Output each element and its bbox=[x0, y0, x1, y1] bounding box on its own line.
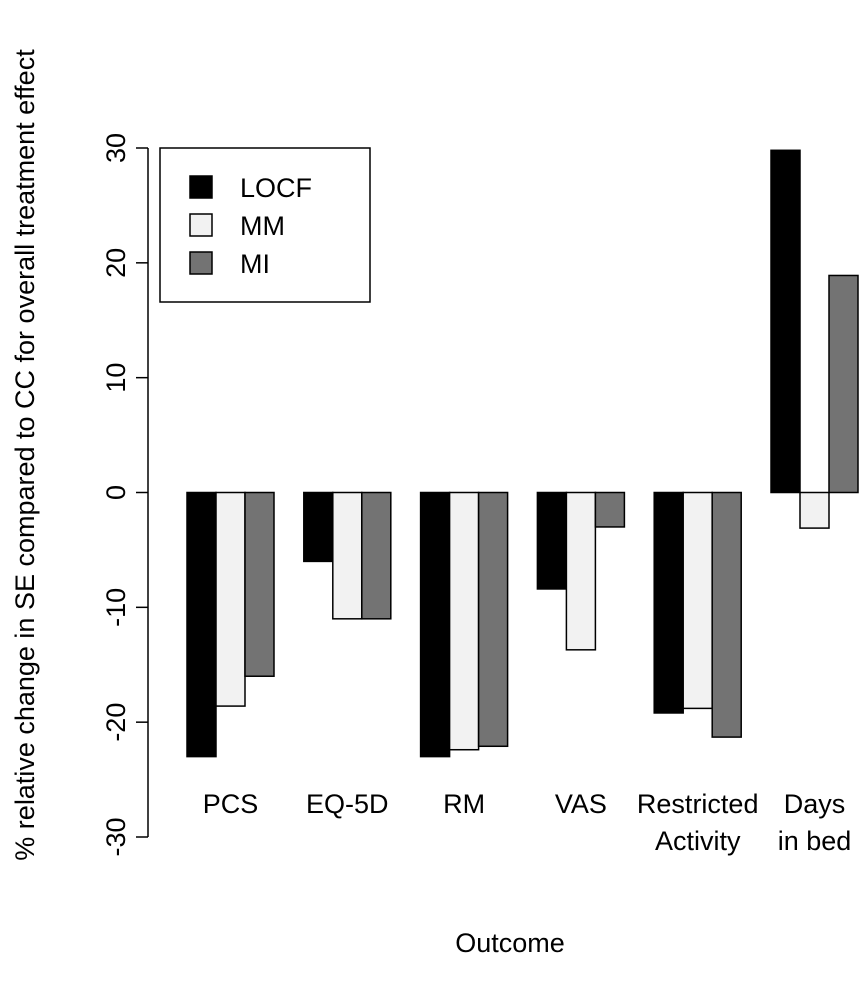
bar-locf-1 bbox=[303, 491, 334, 563]
bar-mi-2 bbox=[477, 491, 509, 748]
bar-locf-2 bbox=[419, 491, 451, 758]
bar-mi-0 bbox=[244, 491, 275, 677]
y-tick-label: -20 bbox=[101, 703, 131, 742]
legend-swatch-mi bbox=[189, 251, 213, 275]
bar-locf-4 bbox=[653, 491, 684, 714]
y-axis-label: % relative change in SE compared to CC f… bbox=[10, 49, 40, 861]
legend-label-locf: LOCF bbox=[240, 173, 312, 203]
bar-mm-4 bbox=[682, 491, 713, 710]
bar-mi-1 bbox=[361, 491, 392, 620]
bar-mi-3 bbox=[594, 491, 626, 528]
category-label: EQ-5D bbox=[306, 789, 389, 819]
category-label: Activity bbox=[655, 826, 741, 856]
bar-locf-3 bbox=[536, 491, 568, 590]
legend: LOCF MM MI bbox=[159, 147, 371, 303]
bar-mm-1 bbox=[332, 491, 363, 620]
category-label: VAS bbox=[555, 789, 607, 819]
y-tick-label: 0 bbox=[101, 485, 131, 500]
category-label: PCS bbox=[203, 789, 259, 819]
category-label: Days bbox=[784, 789, 846, 819]
y-tick-label: 20 bbox=[101, 248, 131, 278]
y-tick-label: 30 bbox=[101, 133, 131, 163]
bar-mm-2 bbox=[448, 491, 480, 751]
bar-mi-4 bbox=[711, 491, 742, 738]
y-axis: -30 -20 -10 0 10 20 30 bbox=[101, 133, 149, 857]
x-axis-label: Outcome bbox=[455, 928, 565, 958]
bar-locf-0 bbox=[186, 491, 217, 758]
category-labels: PCS EQ-5D RM VAS Restricted Activity Days in be… bbox=[203, 789, 852, 856]
legend-swatch-locf bbox=[189, 175, 213, 199]
bar-locf-5 bbox=[770, 149, 801, 494]
bars bbox=[186, 149, 859, 758]
bar-mi-5 bbox=[828, 274, 859, 494]
y-tick-label: 10 bbox=[101, 363, 131, 393]
legend-label-mm: MM bbox=[240, 211, 285, 241]
y-tick-label: -30 bbox=[101, 817, 131, 856]
category-label: in bed bbox=[778, 826, 852, 856]
bar-mm-5 bbox=[799, 491, 830, 529]
bar-mm-0 bbox=[215, 491, 246, 707]
category-label: RM bbox=[443, 789, 485, 819]
legend-label-mi: MI bbox=[240, 249, 270, 279]
category-label: Restricted bbox=[637, 789, 759, 819]
y-tick-label: -10 bbox=[101, 588, 131, 627]
legend-swatch-mm bbox=[189, 213, 213, 237]
bar-mm-3 bbox=[565, 491, 597, 651]
